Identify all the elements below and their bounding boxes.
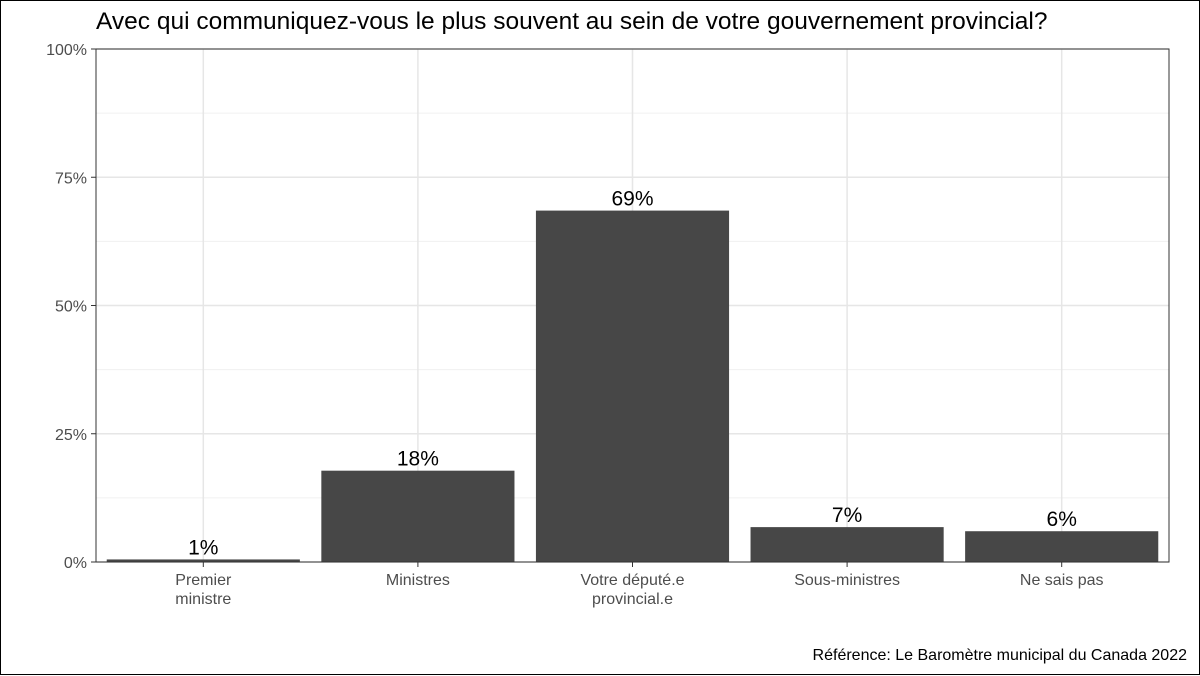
x-tick-label: Ne sais pas: [1020, 572, 1104, 589]
data-label: 18%: [397, 448, 439, 471]
y-tick-label: 25%: [55, 427, 87, 444]
data-label: 7%: [832, 504, 862, 527]
data-label: 69%: [611, 188, 653, 211]
bar: [536, 211, 729, 562]
chart-caption: Référence: Le Baromètre municipal du Can…: [813, 647, 1187, 665]
y-tick-label: 50%: [55, 299, 87, 316]
x-tick-label: Ministres: [386, 572, 450, 589]
data-label: 6%: [1047, 508, 1077, 531]
data-label: 1%: [188, 536, 218, 559]
y-tick-label: 100%: [46, 42, 87, 59]
y-tick-label: 75%: [55, 170, 87, 187]
x-tick-label: Sous-ministres: [794, 572, 900, 589]
x-tick-label: Premier ministre: [175, 572, 232, 608]
bar: [751, 527, 944, 562]
x-tick-label: Votre député.e provincial.e: [580, 572, 684, 608]
bar: [321, 471, 514, 562]
bar: [965, 531, 1158, 562]
y-tick-label: 0%: [64, 555, 87, 572]
